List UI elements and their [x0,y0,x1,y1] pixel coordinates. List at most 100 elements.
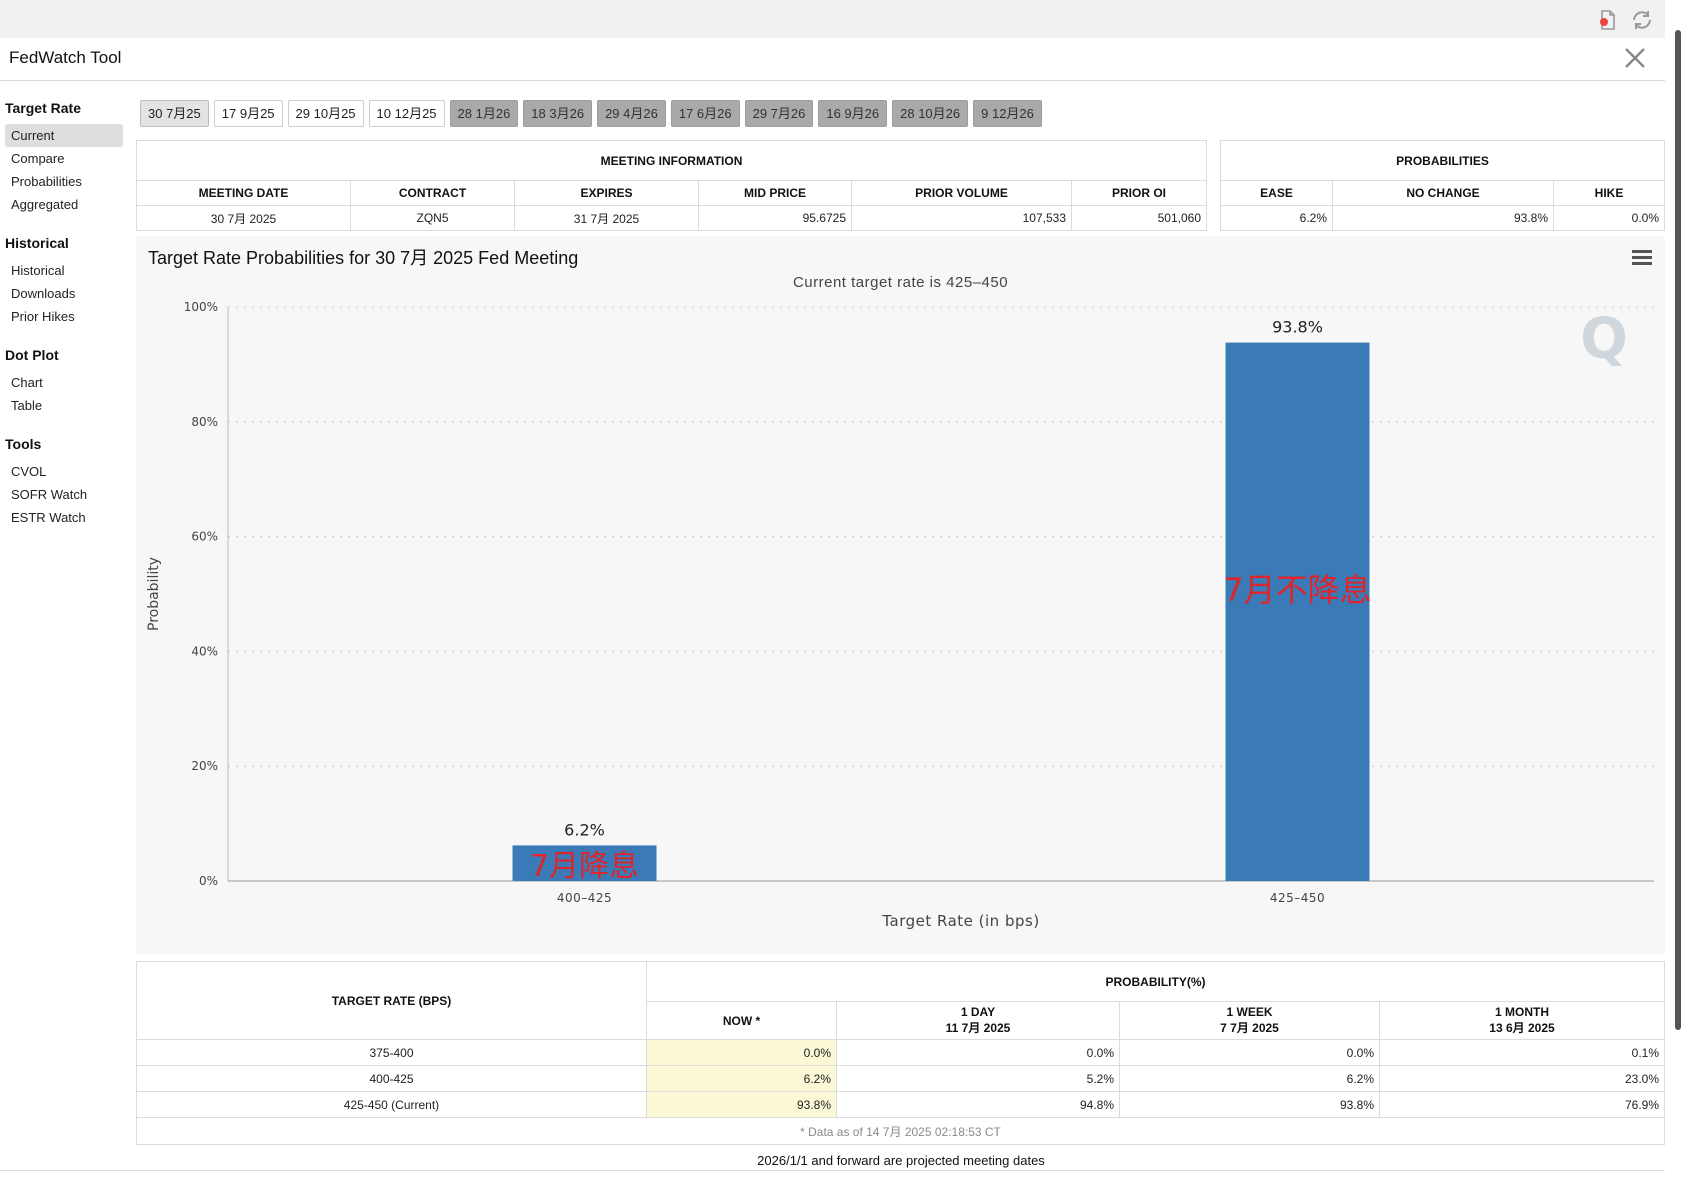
x-tick-label: 400–425 [557,891,612,905]
tab-meeting[interactable]: 10 12月25 [368,100,445,127]
sidebar-item-chart[interactable]: Chart [11,375,43,390]
y-tick-label: 40% [191,644,218,658]
column-header-date: 11 7月 2025 [945,1021,1011,1035]
sidebar-item-historical[interactable]: Historical [11,263,65,278]
column-header: PRIOR OI [1071,180,1207,206]
rate-header: TARGET RATE (BPS) [136,961,647,1040]
column-header: HIKE [1553,180,1665,206]
title-row: FedWatch Tool [0,38,1665,81]
probability-history-table: TARGET RATE (BPS) PROBABILITY(%) NOW * 1… [136,961,1665,1145]
sidebar-item-downloads[interactable]: Downloads [11,286,76,301]
prior-oi: 501,060 [1071,205,1207,231]
value-cell: 6.2% [646,1065,837,1092]
column-header-now: NOW * [646,1001,837,1040]
rate-cell: 400-425 [136,1065,647,1092]
value-cell: 0.0% [646,1039,837,1066]
sidebar-item-sofr-watch[interactable]: SOFR Watch [11,487,88,502]
data-label: 6.2% [564,820,605,839]
table-row: 425-450 (Current) 93.8% 94.8% 93.8% 76.9… [136,1091,1665,1118]
sidebar-item-estr-watch[interactable]: ESTR Watch [11,510,86,525]
column-header-label: NOW * [722,1013,761,1028]
column-header-1-week: 1 WEEK 7 7月 2025 [1119,1001,1380,1040]
value-cell: 76.9% [1379,1091,1665,1118]
table-caption: MEETING INFORMATION [136,140,1207,181]
sidebar-group-dot-plot: Dot Plot Chart Table [0,347,125,417]
tab-meeting[interactable]: 18 3月26 [523,100,593,127]
sidebar-item-table[interactable]: Table [11,398,43,413]
sidebar-heading: Historical [5,235,69,251]
bar [1225,342,1370,881]
tab-meeting[interactable]: 29 7月26 [744,100,814,127]
sidebar-item-current[interactable]: Current [5,124,123,147]
projection-note: 2026/1/1 and forward are projected meeti… [757,1153,1045,1168]
column-header: EXPIRES [514,180,699,206]
sidebar-item-cvol[interactable]: CVOL [11,464,47,479]
chart-subtitle: Current target rate is 425–450 [792,274,1009,291]
sidebar-item-aggregated[interactable]: Aggregated [11,197,79,212]
y-tick-label: 0% [199,874,218,888]
probabilities-table: PROBABILITIES EASE NO CHANGE HIKE 6.2% 9… [1220,140,1665,231]
column-header-label: 1 MONTH [1495,1005,1549,1019]
tab-meeting[interactable]: 9 12月26 [973,100,1042,127]
chart-title: Target Rate Probabilities for 30 7月 2025… [148,248,579,268]
menu-icon[interactable] [1631,248,1653,266]
tab-meeting[interactable]: 28 10月26 [892,100,969,127]
y-tick-label: 20% [191,759,218,773]
y-axis-title: Probability [146,557,162,631]
x-logo-icon[interactable] [1623,46,1647,70]
data-label: 93.8% [1272,318,1323,337]
tab-meeting[interactable]: 17 6月26 [670,100,740,127]
sidebar-item-probabilities[interactable]: Probabilities [11,174,82,189]
sidebar-heading: Dot Plot [5,347,59,363]
refresh-icon[interactable] [1630,8,1654,32]
tab-meeting[interactable]: 29 10月25 [287,100,364,127]
watermark-logo: Q [1580,307,1628,372]
export-icon[interactable] [1596,8,1620,32]
y-tick-label: 100% [184,300,218,314]
column-header-label: 1 DAY [960,1005,996,1019]
value-cell: 0.0% [836,1039,1120,1066]
tab-meeting[interactable]: 30 7月25 [140,100,209,127]
divider [0,1170,1665,1171]
data-timestamp-note: * Data as of 14 7月 2025 02:18:53 CT [136,1117,1665,1145]
value-cell: 6.2% [1119,1065,1380,1092]
value-cell: 0.0% [1119,1039,1380,1066]
scrollbar[interactable] [1675,30,1681,1030]
sidebar-item-compare[interactable]: Compare [11,151,65,166]
column-header: MID PRICE [698,180,852,206]
value-cell: 23.0% [1379,1065,1665,1092]
mid-price: 95.6725 [698,205,852,231]
column-header: NO CHANGE [1332,180,1554,206]
table-row: 375-400 0.0% 0.0% 0.0% 0.1% [136,1039,1665,1066]
probability-header: PROBABILITY(%) [646,961,1665,1002]
column-header-1-day: 1 DAY 11 7月 2025 [836,1001,1120,1040]
bar-annotation: 7月不降息 [1223,571,1371,609]
sidebar-item-prior-hikes[interactable]: Prior Hikes [11,309,75,324]
column-header: MEETING DATE [136,180,351,206]
app-title: FedWatch Tool [9,48,122,67]
column-header-1-month: 1 MONTH 13 6月 2025 [1379,1001,1665,1040]
tab-meeting[interactable]: 16 9月26 [818,100,888,127]
value-cell: 93.8% [1119,1091,1380,1118]
table-row: 400-425 6.2% 5.2% 6.2% 23.0% [136,1065,1665,1092]
meeting-tabs: 30 7月25 17 9月25 29 10月25 10 12月25 28 1月2… [140,100,1042,127]
column-header-date: 7 7月 2025 [1220,1021,1279,1035]
sidebar: Target Rate Current Compare Probabilitie… [0,100,125,548]
y-tick-label: 80% [191,415,218,429]
column-header: EASE [1220,180,1333,206]
tab-meeting[interactable]: 29 4月26 [597,100,666,127]
column-header-date: 13 6月 2025 [1489,1021,1555,1035]
tab-meeting[interactable]: 17 9月25 [213,100,283,127]
contract: ZQN5 [350,205,515,231]
value-cell: 94.8% [836,1091,1120,1118]
rate-cell: 375-400 [136,1039,647,1066]
column-header: PRIOR VOLUME [851,180,1072,206]
sidebar-heading: Target Rate [5,100,81,116]
table-row: 6.2% 93.8% 0.0% [1220,205,1665,231]
table-caption: PROBABILITIES [1220,140,1665,181]
tab-meeting[interactable]: 28 1月26 [449,100,519,127]
y-tick-label: 60% [191,530,218,544]
sidebar-group-historical: Historical Historical Downloads Prior Hi… [0,235,125,328]
meeting-date: 30 7月 2025 [136,205,351,231]
